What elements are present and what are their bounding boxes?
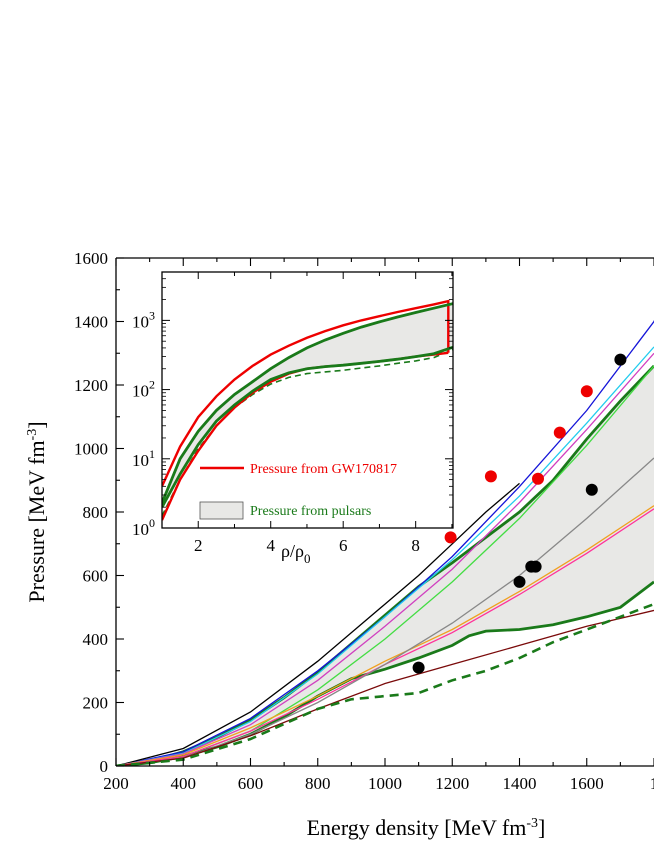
max-mass-point-red (484, 470, 497, 483)
main-y-ticks: 0 200 400 600 800 1000 1200 1400 1600 (74, 249, 124, 776)
x-tick-label: 600 (238, 774, 264, 793)
inset-pulsar-upper (162, 302, 453, 504)
eos-line-orange (116, 505, 654, 766)
main-plot: 200 400 600 800 1000 1200 1400 1600 1 0200400600… (74, 249, 654, 793)
eos-line-blue (116, 319, 654, 766)
max-mass-point-red (444, 531, 457, 544)
eos-line-green (116, 602, 654, 766)
max-mass-point-black (585, 483, 598, 496)
x-tick-label: 800 (305, 774, 331, 793)
inset-legend: Pressure from GW170817 Pressure from pul… (199, 462, 397, 520)
inset-content (162, 299, 453, 521)
eos-line-magenta (116, 352, 654, 766)
y-tick-label: 600 (83, 567, 109, 586)
max-mass-point-black (529, 560, 542, 573)
inset-x-tick-label: 8 (411, 536, 420, 555)
inset-y-tick-label: 100 (132, 516, 155, 539)
y-tick-label: 200 (83, 694, 109, 713)
inset-x-title: ρ/ρ0 (281, 541, 310, 566)
inset-plot: 2 4 6 8 100 101 102 103 Pressure from GW170817… (132, 271, 454, 566)
x-tick-label: 1400 (503, 774, 537, 793)
inset-x-tick-label: 4 (266, 536, 275, 555)
y-tick-label: 800 (83, 503, 109, 522)
eos-line-black (116, 482, 520, 766)
max-mass-point-red (580, 385, 593, 398)
y-tick-label: 0 (100, 757, 109, 776)
inset-y-tick-label: 102 (132, 378, 155, 401)
inset-y-tick-label: 101 (132, 447, 155, 470)
max-mass-point-black (513, 575, 526, 588)
max-mass-point-black (614, 353, 627, 366)
inset-y-ticks: 100 101 102 103 (132, 271, 453, 539)
legend-gw-label: Pressure from GW170817 (250, 462, 397, 477)
inset-pulsar-band (162, 303, 453, 508)
x-tick-label: 200 (103, 774, 129, 793)
main-eos-lines (116, 319, 654, 766)
main-maximum-mass-points (412, 353, 627, 674)
eos-line-darkred (116, 609, 654, 766)
y-tick-label: 1600 (74, 249, 108, 268)
x-tick-label: 1 (650, 774, 654, 793)
y-axis-title: Pressure [MeV fm-3] (24, 421, 49, 602)
inset-x-ticks: 2 4 6 8 (161, 272, 453, 555)
max-mass-point-red (553, 426, 566, 439)
inset-gw-upper (162, 299, 450, 487)
inset-x-tick-label: 2 (194, 536, 203, 555)
inset-x-tick-label: 6 (339, 536, 348, 555)
y-tick-label: 1200 (74, 376, 108, 395)
eos-line-cyan (116, 346, 654, 766)
legend-band-swatch (199, 501, 244, 520)
max-mass-point-black (412, 661, 425, 674)
x-tick-label: 400 (171, 774, 197, 793)
y-tick-label: 1000 (74, 440, 108, 459)
pulsar-band-fill (116, 365, 654, 766)
x-tick-label: 1000 (368, 774, 402, 793)
y-tick-label: 1400 (74, 313, 108, 332)
inset-y-tick-label: 103 (132, 308, 155, 331)
y-tick-label: 400 (83, 630, 109, 649)
max-mass-point-red (532, 472, 544, 485)
x-tick-label: 1600 (570, 774, 604, 793)
legend-pulsar-label: Pressure from pulsars (250, 504, 371, 519)
main-x-ticks: 200 400 600 800 1000 1200 1400 1600 1 (103, 258, 654, 793)
x-tick-label: 1200 (435, 774, 469, 793)
inset-pulsar-lower (162, 345, 453, 508)
x-axis-title: Energy density [MeV fm-3] (307, 815, 546, 840)
